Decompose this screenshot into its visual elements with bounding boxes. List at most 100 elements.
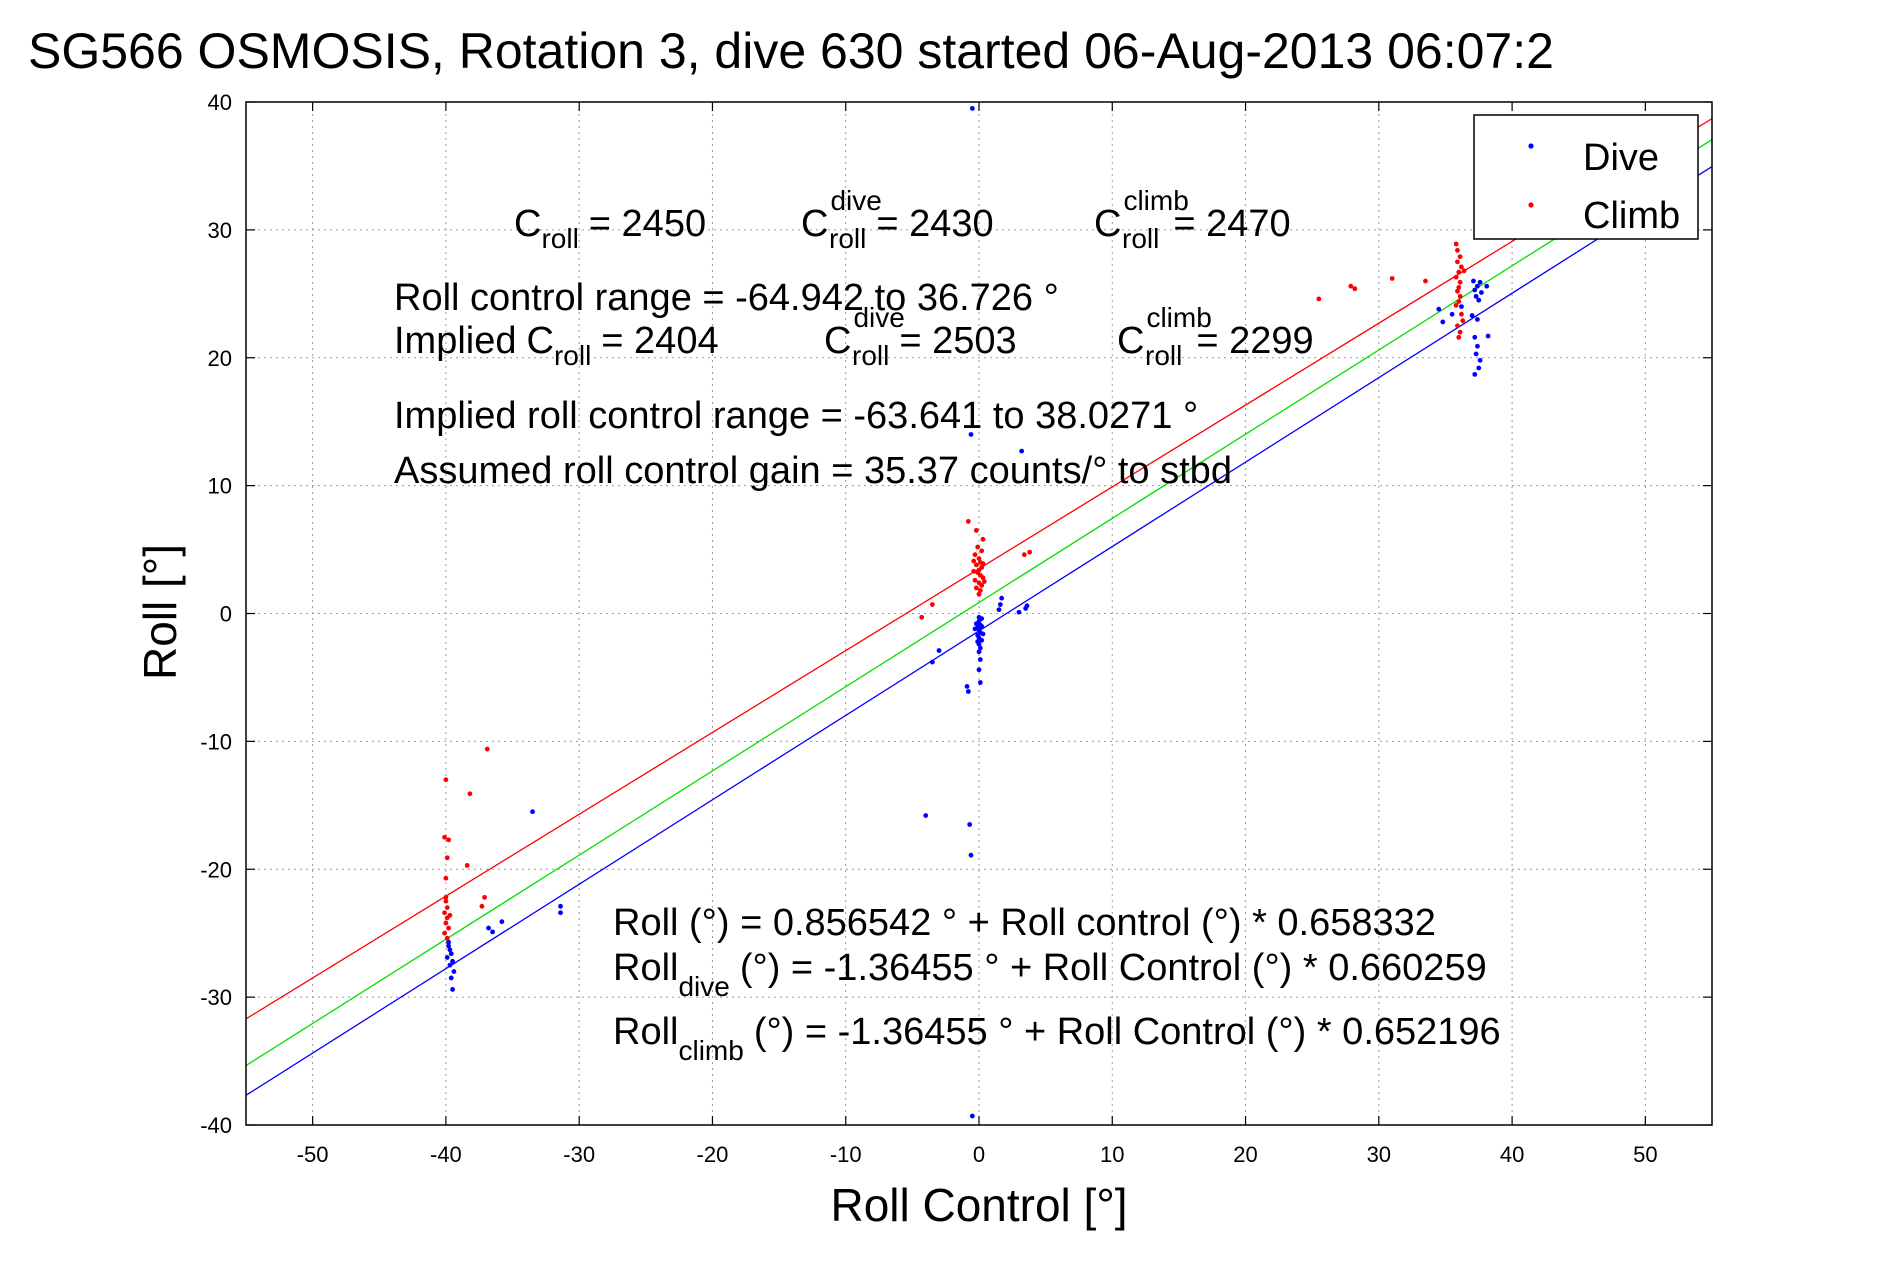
fit-line [245,138,1713,1067]
x-tick-label: -40 [430,1142,462,1167]
data-point [444,855,450,861]
data-point [980,536,986,542]
data-point [1473,293,1479,299]
data-point [972,626,978,632]
data-point [1457,329,1463,335]
data-point [1476,365,1482,371]
data-point [1352,286,1358,292]
data-point [968,852,974,858]
x-tick-label: -20 [697,1142,729,1167]
data-point [977,588,983,593]
data-point [443,898,449,904]
implied-range-annotation: Implied roll control range = -63.641 to … [394,395,1198,437]
data-point [490,929,495,935]
data-point [448,951,454,957]
series-climb [442,241,1467,941]
roll-control-range-annotation: Roll control range = -64.942 to 36.726 ° [394,277,1059,319]
fit-equation-all: Roll (°) = 0.856542 ° + Roll control (°)… [613,902,1436,944]
data-point [1440,319,1446,325]
legend-box [1473,114,1699,240]
x-tick-label: 20 [1233,1142,1257,1167]
data-point [1348,283,1354,289]
data-point [923,813,929,818]
data-point [1316,296,1322,302]
y-tick-label: -10 [200,729,232,754]
data-point [976,649,982,655]
data-point [1475,343,1480,349]
data-point [977,645,983,651]
chart-title: SG566 OSMOSIS, Rotation 3, dive 630 star… [28,23,1554,79]
data-point [1456,269,1462,275]
data-point [964,683,970,689]
data-point [1016,609,1022,615]
x-tick-label: 10 [1100,1142,1124,1167]
data-point [977,657,983,662]
data-point [971,558,977,564]
data-point [446,925,451,931]
data-point [1471,278,1476,284]
data-point [973,621,979,627]
data-point [499,919,505,925]
legend-label-climb: Climb [1583,195,1680,237]
data-point [446,837,451,843]
data-point [967,822,973,827]
y-tick-label: -40 [200,1113,232,1138]
implied-croll-dive-annotation: Cdive roll = 2503 [824,302,1017,371]
data-point [484,746,490,752]
data-point [443,894,449,900]
data-points [442,105,1491,1119]
data-point [997,602,1003,607]
data-point [936,648,942,653]
data-point [444,905,450,911]
data-point [1457,254,1463,260]
data-point [1456,334,1462,340]
data-point [975,544,981,550]
data-point [1459,304,1464,309]
data-point [446,943,451,949]
data-point [968,432,974,437]
data-point [981,579,987,584]
y-axis-label: Roll [°] [134,544,186,680]
data-point [443,920,449,926]
data-point [972,552,978,558]
y-tick-label: 20 [208,346,232,371]
data-point [444,935,450,941]
data-point [1472,287,1478,293]
data-point [1453,302,1459,308]
data-point [1459,264,1464,270]
data-point [482,894,487,900]
data-point [1436,306,1442,312]
data-point [558,910,563,916]
x-tick-label: -10 [830,1142,862,1167]
data-point [929,602,935,607]
data-point [446,939,451,945]
data-point [530,809,535,815]
y-tick-label: -20 [200,857,232,882]
data-point [972,577,978,583]
data-point [976,667,982,673]
data-point [979,616,985,622]
data-point [442,834,447,840]
data-point [1459,311,1464,317]
data-point [1473,351,1479,357]
data-point [442,910,447,916]
y-tick-label: 30 [208,218,232,243]
data-point [1460,318,1466,324]
data-point [996,607,1002,613]
data-point [971,568,977,574]
data-point [1484,283,1490,289]
data-point [1475,316,1480,322]
data-point [1027,549,1033,555]
data-point [965,519,971,524]
data-point [969,1113,975,1119]
croll-annotations: Croll = 2450 Cdive roll = 2430 Cclimb roll = … [514,185,1291,254]
data-point [479,903,485,909]
croll-dive-annotation: Cdive roll = 2430 [801,185,994,254]
data-point [979,623,985,629]
data-point [450,958,455,964]
assumed-gain-annotation: Assumed roll control gain = 35.37 counts… [394,450,1232,492]
data-point [1472,371,1478,377]
data-point [1453,274,1459,280]
data-point [1456,285,1462,290]
